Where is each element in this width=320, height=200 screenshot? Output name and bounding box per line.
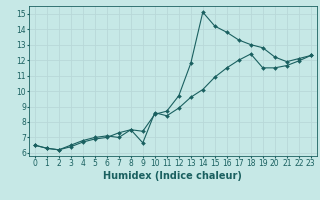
X-axis label: Humidex (Indice chaleur): Humidex (Indice chaleur) (103, 171, 242, 181)
